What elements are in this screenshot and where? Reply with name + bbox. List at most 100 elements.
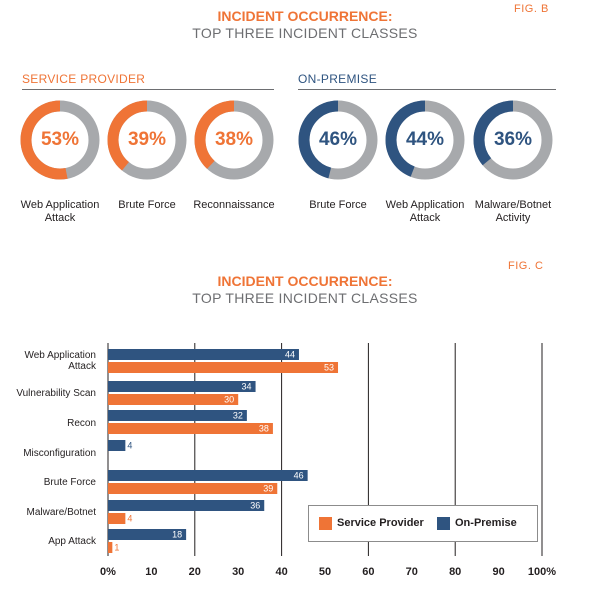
donut-label-line: Brute Force <box>309 199 367 211</box>
category-label: App Attack <box>0 536 96 547</box>
legend-label-service-provider: Service Provider <box>337 517 424 529</box>
donut-label-line: Attack <box>409 212 441 224</box>
bar-value-label: 38 <box>259 424 269 434</box>
donut-percent: 46% <box>318 129 358 150</box>
category-label: Vulnerability Scan <box>0 388 96 399</box>
category-label-line: Misconfiguration <box>23 447 96 459</box>
donut-1-0: 46% <box>298 100 378 180</box>
x-tick-label: 70 <box>406 566 418 578</box>
category-label: Malware/Botnet <box>0 507 96 518</box>
fig-c-label: FIG. C <box>508 260 544 272</box>
donut-percent: 53% <box>40 129 80 150</box>
bar-value-label: 46 <box>294 471 304 481</box>
group-divider-service-provider <box>22 89 274 90</box>
bar-service-provider <box>108 483 278 494</box>
donut-label: Web Application Attack <box>370 199 480 225</box>
bar-service-provider <box>108 513 126 524</box>
fig-c-title: INCIDENT OCCURRENCE: <box>217 273 393 289</box>
category-label-line: Vulnerability Scan <box>16 387 96 399</box>
donut-ring <box>473 100 553 180</box>
donut-label-line: Brute Force <box>118 199 176 211</box>
donut-value-arc <box>20 100 100 180</box>
x-tick-label: 0% <box>100 566 116 578</box>
donut-value-arc <box>385 100 465 180</box>
legend-label-on-premise: On-Premise <box>455 517 517 529</box>
donut-label-line: Attack <box>44 212 76 224</box>
donut-percent: 36% <box>493 129 533 150</box>
donut-label-line: Web Application <box>20 199 100 211</box>
donut-1-1: 44% <box>385 100 465 180</box>
bar-on-premise <box>108 381 256 392</box>
legend-swatch-service-provider <box>319 517 332 530</box>
x-tick-label: 80 <box>449 566 461 578</box>
bar-value-label: 4 <box>127 441 132 451</box>
donut-percent: 39% <box>127 129 167 150</box>
bar-on-premise <box>108 470 308 481</box>
group-label-on-premise: ON-PREMISE <box>298 72 378 86</box>
chart-legend: Service Provider On-Premise <box>308 505 538 542</box>
donut-label: Brute Force <box>283 199 393 212</box>
bar-value-label: 36 <box>250 501 260 511</box>
bar-on-premise <box>108 349 299 360</box>
bar-value-label: 34 <box>242 382 252 392</box>
x-tick-label: 30 <box>232 566 244 578</box>
category-label-line: Recon <box>67 417 96 429</box>
donut-value-arc <box>194 100 274 180</box>
bar-value-label: 39 <box>263 484 273 494</box>
category-label-line: Attack <box>68 361 96 372</box>
bar-value-label: 30 <box>224 395 234 405</box>
donut-0-1: 39% <box>107 100 187 180</box>
donut-ring <box>20 100 100 180</box>
category-label-line: Brute Force <box>43 476 96 488</box>
donut-value-arc <box>473 100 553 180</box>
x-tick-label: 40 <box>275 566 287 578</box>
donut-label-line: Activity <box>495 212 531 224</box>
bar-on-premise <box>108 500 265 511</box>
bar-value-label: 18 <box>172 530 182 540</box>
bar-service-provider <box>108 423 273 434</box>
donut-label: Malware/Botnet Activity <box>458 199 568 225</box>
category-label-line: Malware/Botnet <box>26 506 96 518</box>
donut-value-arc <box>298 100 378 180</box>
donut-1-2: 36% <box>473 100 553 180</box>
x-tick-label: 90 <box>492 566 504 578</box>
donut-label-line: Malware/Botnet <box>474 199 552 211</box>
bar-value-label: 44 <box>285 350 295 360</box>
bar-on-premise <box>108 529 187 540</box>
donut-percent: 44% <box>405 129 445 150</box>
donut-0-0: 53% <box>20 100 100 180</box>
x-tick-label: 20 <box>189 566 201 578</box>
donut-label: Web Application Attack <box>5 199 115 225</box>
donut-ring <box>107 100 187 180</box>
fig-b-title: INCIDENT OCCURRENCE: <box>217 8 393 24</box>
category-label-line: App Attack <box>48 535 96 547</box>
bar-value-label: 1 <box>114 543 119 553</box>
category-label: Brute Force <box>0 477 96 488</box>
donut-label: Brute Force <box>92 199 202 212</box>
category-label: Recon <box>0 418 96 429</box>
bar-on-premise <box>108 440 126 451</box>
fig-c-subtitle: TOP THREE INCIDENT CLASSES <box>192 290 418 306</box>
bar-value-label: 32 <box>233 411 243 421</box>
bar-service-provider <box>108 362 339 373</box>
category-label-line: Web Application <box>24 350 96 361</box>
bar-on-premise <box>108 410 247 421</box>
group-divider-on-premise <box>298 89 556 90</box>
fig-b-subtitle: TOP THREE INCIDENT CLASSES <box>192 25 418 41</box>
category-label: Web Application Attack <box>0 350 96 372</box>
group-label-service-provider: SERVICE PROVIDER <box>22 72 146 86</box>
x-tick-label: 60 <box>362 566 374 578</box>
donut-label: Reconnaissance <box>179 199 289 212</box>
legend-swatch-on-premise <box>437 517 450 530</box>
bar-value-label: 4 <box>127 514 132 524</box>
donut-label-line: Reconnaissance <box>193 199 275 211</box>
x-tick-label: 10 <box>145 566 157 578</box>
bar-service-provider <box>108 394 239 405</box>
bar-value-label: 53 <box>324 363 334 373</box>
x-tick-label: 100% <box>528 566 556 578</box>
bar-service-provider <box>108 542 113 553</box>
donut-ring <box>385 100 465 180</box>
donut-ring <box>298 100 378 180</box>
donut-0-2: 38% <box>194 100 274 180</box>
